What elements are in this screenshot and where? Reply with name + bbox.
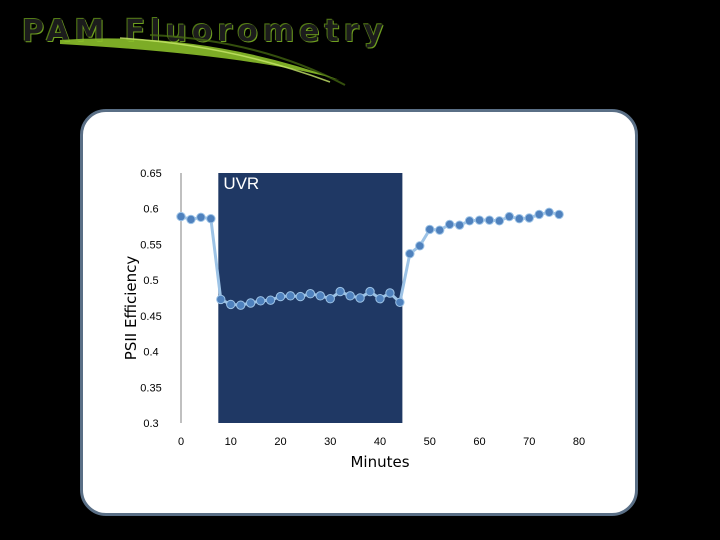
- y-axis-title: PSII Efficiency: [122, 256, 140, 361]
- data-point: [315, 291, 326, 301]
- decorative-swoosh: [60, 34, 346, 86]
- data-point: [365, 286, 375, 297]
- data-point: [226, 299, 236, 310]
- data-point: [405, 249, 415, 259]
- data-point: [285, 291, 296, 301]
- data-point: [216, 294, 226, 305]
- data-point: [325, 294, 335, 304]
- data-point: [236, 300, 246, 310]
- data-point: [255, 296, 266, 306]
- x-tick-label: 80: [573, 436, 585, 448]
- x-tick-label: 30: [324, 436, 336, 448]
- y-tick-label: 0.4: [143, 347, 158, 359]
- data-point: [444, 219, 455, 230]
- x-tick-label: 40: [374, 436, 386, 448]
- y-tick-label: 0.35: [140, 382, 161, 394]
- data-point: [524, 213, 534, 223]
- data-point: [196, 212, 206, 222]
- data-point: [534, 209, 544, 220]
- data-point: [375, 294, 385, 304]
- data-point: [385, 288, 395, 298]
- y-tick-label: 0.55: [140, 239, 161, 251]
- data-point: [454, 220, 465, 230]
- data-point: [464, 216, 475, 226]
- chart-panel: 0.3 0.35 0.4 0.45 0.5 0.55 0.6 0.65 0 10 20 30 40 50 6…: [80, 109, 638, 516]
- data-point: [295, 291, 306, 302]
- x-tick-label: 0: [178, 436, 184, 448]
- x-tick-label: 10: [225, 436, 237, 448]
- data-point: [425, 224, 435, 235]
- y-tick-label: 0.5: [143, 275, 158, 287]
- data-point: [494, 216, 505, 226]
- data-point: [176, 211, 186, 222]
- x-tick-label: 50: [424, 436, 436, 448]
- y-tick-label: 0.3: [143, 418, 158, 430]
- data-point: [245, 298, 256, 308]
- data-point: [474, 215, 485, 225]
- data-point: [514, 214, 524, 224]
- data-point: [305, 289, 316, 299]
- data-point: [345, 291, 355, 301]
- data-point: [275, 291, 286, 302]
- data-point: [355, 293, 365, 303]
- x-tick-label: 20: [274, 436, 286, 448]
- data-point: [335, 286, 345, 297]
- x-axis-title: Minutes: [350, 453, 409, 471]
- y-tick-label: 0.65: [140, 168, 161, 180]
- y-tick-label: 0.6: [143, 204, 158, 216]
- data-point: [415, 241, 425, 251]
- data-point: [504, 211, 515, 222]
- x-tick-label: 60: [473, 436, 485, 448]
- line-chart: 0.3 0.35 0.4 0.45 0.5 0.55 0.6 0.65 0 10 20 30 40 50 6…: [122, 168, 585, 471]
- data-point: [484, 215, 495, 225]
- data-point: [554, 209, 564, 220]
- data-point: [186, 214, 196, 225]
- data-point: [544, 207, 554, 217]
- data-point: [435, 225, 445, 235]
- data-point: [265, 295, 276, 305]
- data-point: [395, 297, 405, 307]
- x-tick-label: 70: [523, 436, 535, 448]
- y-tick-label: 0.45: [140, 311, 161, 323]
- data-point: [206, 214, 216, 224]
- uvr-label: UVR: [223, 174, 259, 193]
